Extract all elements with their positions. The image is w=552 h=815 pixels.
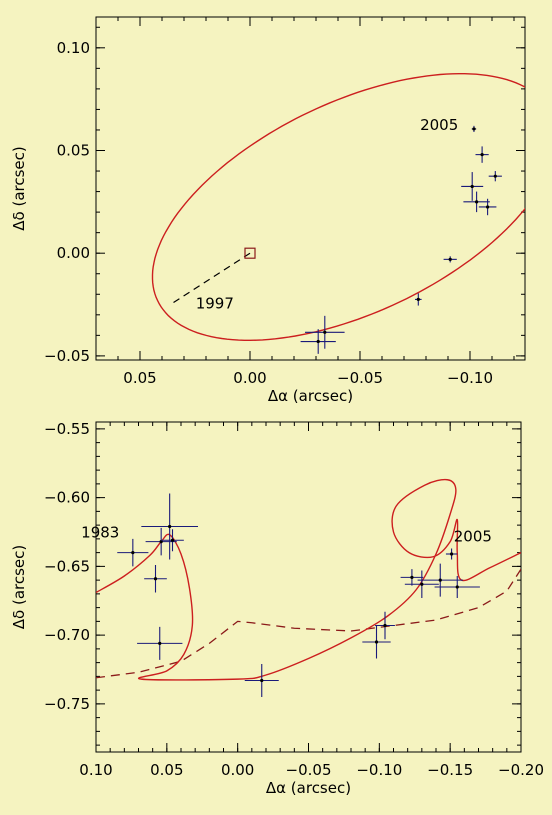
observation-point — [488, 171, 502, 182]
y-tick-label: −0.70 — [44, 626, 90, 644]
year-annotation: 1997 — [196, 295, 234, 313]
data-point — [449, 552, 454, 556]
data-point — [159, 540, 163, 544]
plot-frame — [95, 16, 526, 361]
data-point — [374, 640, 379, 644]
y-tick-label: −0.60 — [44, 489, 90, 507]
observation-point — [305, 315, 345, 349]
observation-point — [415, 293, 422, 306]
observation-point — [244, 664, 279, 697]
observation-point — [463, 191, 490, 213]
data-point — [158, 641, 162, 645]
observation-point — [461, 172, 484, 201]
data-point — [470, 184, 474, 189]
data-point — [438, 578, 442, 582]
observation-point — [362, 625, 391, 659]
observation-point — [404, 570, 439, 598]
x-tick-label: −0.05 — [286, 761, 332, 779]
data-point — [131, 551, 135, 555]
data-point — [416, 297, 420, 302]
x-tick-label: 0.05 — [150, 761, 183, 779]
observation-point — [117, 538, 149, 567]
data-point — [475, 200, 479, 204]
data-point — [410, 575, 414, 579]
year-annotation: 1983 — [81, 524, 119, 542]
panel-1: 0.05 0.00 −0.05 −0.10 −0.05 0.00 0.05 0.10 Δα (a… — [10, 16, 526, 405]
year-annotation: 2005 — [420, 116, 458, 134]
photocenter-track — [96, 478, 521, 681]
x-tick-label: −0.10 — [447, 369, 493, 387]
data-point — [170, 538, 175, 542]
observation-point — [475, 146, 489, 163]
x-tick-label: 0.05 — [123, 369, 156, 387]
x-tick-label: −0.05 — [337, 369, 383, 387]
observation-point — [417, 563, 463, 597]
data-point — [383, 623, 387, 628]
observation-point — [145, 527, 177, 556]
data-point — [153, 577, 158, 581]
x-tick-label: −0.20 — [498, 761, 544, 779]
x-tick-label: −0.15 — [427, 761, 473, 779]
data-point — [316, 339, 320, 344]
data-point — [420, 582, 424, 586]
node-line — [171, 252, 251, 305]
observation-point — [300, 329, 336, 354]
data-point — [260, 678, 264, 683]
data-point — [486, 205, 490, 209]
y-tick-label: 0.10 — [57, 39, 90, 57]
x-tick-label: 0.00 — [221, 761, 254, 779]
x-tick-label: −0.10 — [356, 761, 402, 779]
data-point — [472, 127, 476, 131]
y-tick-label: 0.05 — [57, 142, 90, 160]
y-tick-label: −0.05 — [44, 347, 90, 365]
orbit-ellipse — [151, 72, 525, 341]
observation-point — [445, 548, 458, 560]
observation-point — [161, 529, 184, 552]
y-tick-label: −0.55 — [44, 420, 90, 438]
y-tick-label: −0.75 — [44, 695, 90, 713]
year-annotation: 2005 — [454, 528, 492, 546]
observation-point — [400, 569, 424, 586]
y-tick-label: −0.65 — [44, 557, 90, 575]
observation-point — [137, 626, 183, 660]
observation-point — [443, 256, 457, 263]
observation-point — [434, 576, 480, 598]
observation-point — [144, 565, 167, 593]
data-point — [493, 174, 497, 178]
data-point — [323, 330, 327, 334]
observation-point — [478, 198, 497, 216]
barycenter-track — [96, 568, 521, 679]
y-tick-label: 0.00 — [57, 244, 90, 262]
plot-area — [96, 478, 521, 697]
data-point — [455, 585, 459, 589]
data-point — [448, 257, 452, 261]
observation-point — [375, 611, 395, 640]
x-axis-label: Δα (arcsec) — [266, 779, 351, 797]
data-point — [168, 524, 172, 529]
data-point — [480, 153, 484, 157]
observation-point — [141, 493, 198, 560]
y-axis-label: Δδ (arcsec) — [10, 146, 28, 230]
observation-point — [471, 125, 477, 133]
panel-2: 0.10 0.05 0.00 −0.05 −0.10 −0.15 −0.20 −0.55 −0.… — [10, 420, 544, 797]
x-tick-label: 0.00 — [233, 369, 266, 387]
plot-area — [151, 72, 525, 354]
y-axis-label: Δδ (arcsec) — [10, 545, 28, 629]
primary-star-marker — [244, 247, 256, 259]
x-axis-label: Δα (arcsec) — [268, 387, 353, 405]
x-tick-label: 0.10 — [79, 761, 112, 779]
